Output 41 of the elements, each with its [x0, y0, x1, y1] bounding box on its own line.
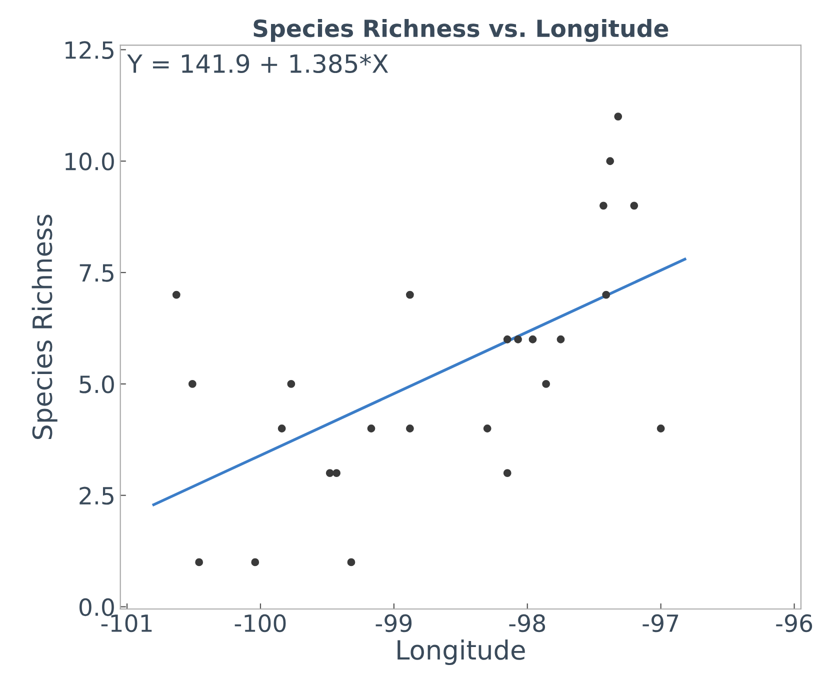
- point: [347, 558, 356, 566]
- y-tick-label: 10.0: [66, 152, 114, 170]
- point: [326, 469, 334, 478]
- point: [503, 469, 512, 478]
- point: [483, 424, 492, 432]
- x-axis-title: Longitude: [398, 639, 525, 666]
- annotation: Y = 141.9 + 1.385*X: [127, 54, 388, 74]
- x-tick-label: -96: [776, 614, 812, 632]
- y-tick-label: 2.5: [80, 486, 114, 505]
- point: [542, 380, 550, 388]
- y-tick-label: 7.5: [80, 264, 114, 282]
- point: [556, 335, 565, 344]
- point: [606, 157, 614, 166]
- y-tick-label: 5.0: [80, 375, 114, 394]
- point: [406, 290, 414, 299]
- y-axis-title: Species Richness: [32, 214, 58, 440]
- point: [614, 112, 622, 120]
- x-tick-label: -99: [376, 614, 412, 632]
- y-tick-label: 0.0: [79, 598, 114, 616]
- point: [195, 558, 204, 566]
- point: [528, 335, 537, 344]
- x-tick-label: -97: [642, 614, 678, 632]
- point: [278, 424, 286, 432]
- point: [251, 558, 260, 566]
- chart-title: Species Richness vs. Longitude: [254, 18, 668, 42]
- point: [514, 335, 522, 344]
- point: [602, 290, 610, 299]
- point: [367, 424, 376, 432]
- point: [503, 335, 512, 344]
- point: [332, 469, 340, 478]
- x-tick-label: -101: [101, 614, 152, 632]
- point: [656, 424, 665, 432]
- point: [630, 202, 638, 210]
- point: [172, 290, 180, 299]
- x-tick-label: -98: [509, 614, 546, 632]
- y-tick-label: 12.5: [66, 41, 114, 60]
- point: [406, 424, 414, 432]
- point: [287, 380, 296, 388]
- x-tick-label: -100: [234, 614, 286, 632]
- point: [599, 202, 608, 210]
- point: [188, 380, 196, 388]
